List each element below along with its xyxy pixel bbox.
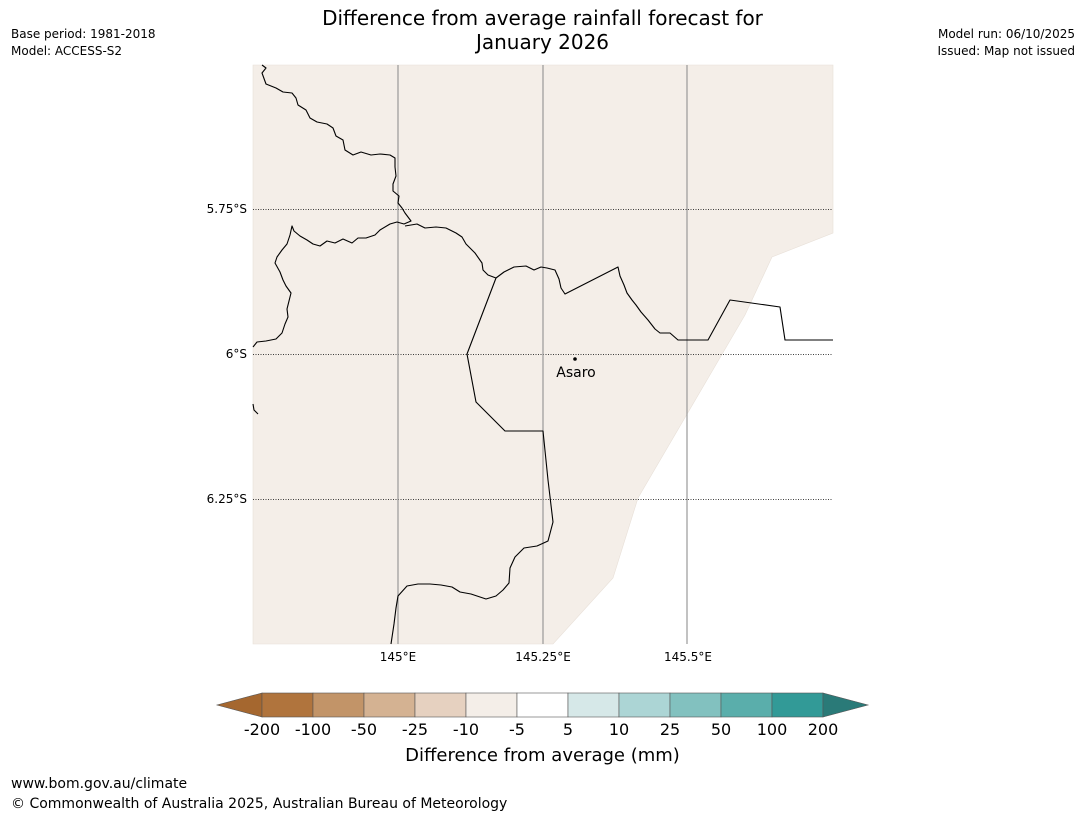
meta-left: Base period: 1981-2018 Model: ACCESS-S2 [11,26,156,60]
colorbar-swatches [215,692,870,718]
map-title: Difference from average rainfall forecas… [0,6,1085,54]
model-run-text: Model run: 06/10/2025 [937,27,1075,41]
colorbar-extend-high [822,692,870,718]
colorbar-tick-label: -100 [295,720,331,739]
colorbar-swatch [618,692,671,718]
town-label-asaro: Asaro [556,365,595,381]
footer: www.bom.gov.au/climate © Commonwealth of… [11,774,507,814]
base-period-text: Base period: 1981-2018 [11,27,156,41]
boundary-west-stub [252,403,259,415]
colorbar-extend-low [215,692,263,718]
colorbar-tick-label: -200 [244,720,280,739]
colorbar-swatch [363,692,416,718]
lat-label-2: 6°S [226,347,247,361]
colorbar-swatch [567,692,620,718]
map-panel: Asaro 5.75°S 6°S 6.25°S 145°E 145.25°E 1… [207,64,834,664]
colorbar-tick-label: 25 [660,720,680,739]
issued-text: Issued: Map not issued [937,44,1075,58]
province-boundaries [252,64,833,645]
model-text: Model: ACCESS-S2 [11,44,123,58]
colorbar-tick-labels: -200 -100 -50 -25 -10 -5 5 10 25 50 100 200 [244,720,838,739]
lat-label-1: 5.75°S [207,202,247,216]
colorbar-swatch [414,692,467,718]
colorbar-swatch [261,692,314,718]
colorbar-tick-label: 100 [757,720,788,739]
colorbar-tick-label: 10 [609,720,629,739]
lon-label-1: 145°E [380,650,417,664]
colorbar-tick-label: -10 [453,720,479,739]
colorbar-tick-label: -50 [351,720,377,739]
colorbar-tick-label: 50 [711,720,731,739]
lon-label-3: 145.5°E [664,650,712,664]
colorbar-label: Difference from average (mm) [405,745,680,766]
meta-right: Model run: 06/10/2025 Issued: Map not is… [937,26,1075,60]
map-title-line1: Difference from average rainfall forecas… [322,6,763,30]
colorbar-tick-label: 200 [808,720,839,739]
colorbar-swatch [516,692,569,718]
footer-url: www.bom.gov.au/climate [11,776,188,792]
lat-label-3: 6.25°S [207,492,247,506]
colorbar-swatch [669,692,722,718]
lon-label-2: 145.25°E [515,650,571,664]
boundary-northern [252,64,412,348]
map-title-line2: January 2026 [475,30,610,54]
town-marker-asaro [573,357,577,361]
colorbar-swatch [720,692,773,718]
footer-copyright: © Commonwealth of Australia 2025, Austra… [11,796,508,812]
colorbar-swatch [771,692,824,718]
colorbar-swatch [312,692,365,718]
colorbar-tick-label: -25 [402,720,428,739]
boundary-eastern-highlands [404,223,833,341]
colorbar-tick-label: -5 [509,720,525,739]
colorbar-tick-label: 5 [563,720,573,739]
boundary-simbu-west [390,277,554,645]
colorbar-swatch [465,692,518,718]
